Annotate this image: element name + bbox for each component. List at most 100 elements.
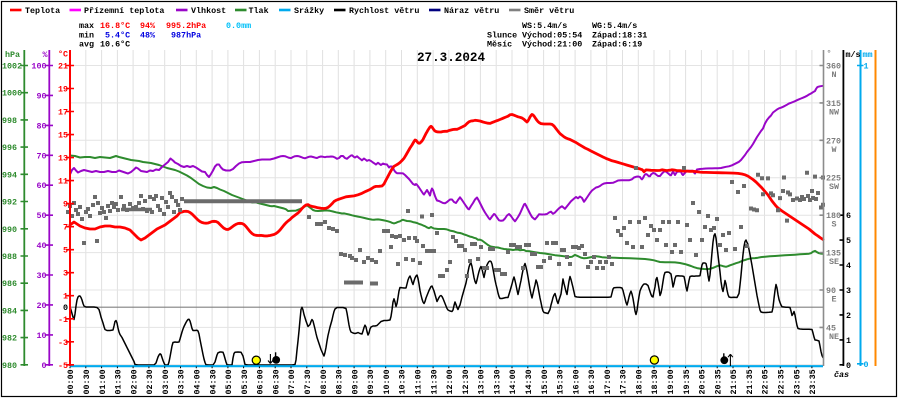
svg-text:23:35: 23:35 xyxy=(808,369,818,394)
svg-text:18:30: 18:30 xyxy=(650,369,660,394)
svg-text:5: 5 xyxy=(846,236,851,246)
svg-text:3: 3 xyxy=(846,286,851,296)
svg-text:°: ° xyxy=(827,49,832,59)
svg-text:Slunce: Slunce xyxy=(487,30,517,40)
svg-text:00:00: 00:00 xyxy=(66,369,76,394)
svg-text:225: 225 xyxy=(826,174,841,184)
svg-text:-1: -1 xyxy=(58,315,68,325)
svg-text:90: 90 xyxy=(826,286,836,296)
svg-text:17: 17 xyxy=(58,108,68,118)
svg-text:Teplota: Teplota xyxy=(25,6,60,16)
svg-text:07:30: 07:30 xyxy=(303,369,313,394)
svg-text:10:00: 10:00 xyxy=(382,369,392,394)
svg-text:09:30: 09:30 xyxy=(366,369,376,394)
svg-text:08:00: 08:00 xyxy=(319,369,329,394)
svg-text:15:00: 15:00 xyxy=(540,369,550,394)
svg-text:22:05: 22:05 xyxy=(761,369,771,394)
svg-text:Vlhkost: Vlhkost xyxy=(191,6,226,16)
svg-text:06:00: 06:00 xyxy=(256,369,266,394)
svg-text:WS:5.4m/s: WS:5.4m/s xyxy=(522,21,567,31)
svg-text:998: 998 xyxy=(2,116,17,126)
svg-text:13: 13 xyxy=(58,154,68,164)
svg-text:01:00: 01:00 xyxy=(98,369,108,394)
svg-text:mm: mm xyxy=(863,50,873,60)
svg-text:00:30: 00:30 xyxy=(82,369,92,394)
svg-text:14:30: 14:30 xyxy=(524,369,534,394)
svg-text:7: 7 xyxy=(63,223,68,233)
svg-text:m/s: m/s xyxy=(846,50,861,60)
svg-text:Srážky: Srážky xyxy=(294,6,324,16)
svg-text:23:05: 23:05 xyxy=(792,369,802,394)
svg-text:Západ:18:31: Západ:18:31 xyxy=(592,30,647,40)
svg-text:14:00: 14:00 xyxy=(508,369,518,394)
svg-text:03:00: 03:00 xyxy=(161,369,171,394)
svg-text:Východ:21:00: Východ:21:00 xyxy=(522,40,582,50)
svg-text:E: E xyxy=(831,295,836,305)
svg-text:05:00: 05:00 xyxy=(224,369,234,394)
svg-text:996: 996 xyxy=(2,143,17,153)
svg-text:21: 21 xyxy=(58,62,68,72)
svg-text:0: 0 xyxy=(41,361,46,371)
svg-text:100: 100 xyxy=(31,62,46,72)
svg-text:48%: 48% xyxy=(140,30,156,40)
svg-text:13:00: 13:00 xyxy=(477,369,487,394)
svg-text:02:30: 02:30 xyxy=(145,369,155,394)
svg-text:12:00: 12:00 xyxy=(445,369,455,394)
svg-text:SE: SE xyxy=(829,257,839,267)
svg-text:5.4°C: 5.4°C xyxy=(105,30,130,40)
svg-text:čas: čas xyxy=(834,370,849,380)
svg-text:07:00: 07:00 xyxy=(287,369,297,394)
svg-text:hPa: hPa xyxy=(5,50,20,60)
svg-text:15:30: 15:30 xyxy=(556,369,566,394)
svg-text:03:30: 03:30 xyxy=(177,369,187,394)
svg-text:Východ:05:54: Východ:05:54 xyxy=(522,30,582,40)
svg-text:21:35: 21:35 xyxy=(745,369,755,394)
svg-text:1: 1 xyxy=(846,336,851,346)
svg-text:02:00: 02:00 xyxy=(129,369,139,394)
svg-text:19: 19 xyxy=(58,85,68,95)
svg-text:17:30: 17:30 xyxy=(619,369,629,394)
svg-text:30: 30 xyxy=(36,271,46,281)
svg-text:avg: avg xyxy=(79,40,94,50)
svg-text:135: 135 xyxy=(826,249,841,259)
svg-text:13:30: 13:30 xyxy=(492,369,502,394)
svg-text:70: 70 xyxy=(36,151,46,161)
svg-text:988: 988 xyxy=(2,252,17,262)
svg-text:986: 986 xyxy=(2,279,17,289)
svg-text:16.8°C: 16.8°C xyxy=(100,21,130,31)
svg-text:05:30: 05:30 xyxy=(240,369,250,394)
svg-text:0: 0 xyxy=(864,360,869,370)
svg-text:04:30: 04:30 xyxy=(208,369,218,394)
svg-text:80: 80 xyxy=(36,121,46,131)
svg-text:20:05: 20:05 xyxy=(698,369,708,394)
svg-text:0: 0 xyxy=(63,303,68,313)
svg-text:90: 90 xyxy=(36,91,46,101)
svg-text:N: N xyxy=(831,70,836,80)
svg-text:19:00: 19:00 xyxy=(666,369,676,394)
svg-text:Západ:6:19: Západ:6:19 xyxy=(592,40,642,50)
svg-text:16:00: 16:00 xyxy=(571,369,581,394)
svg-text:1: 1 xyxy=(864,62,869,72)
svg-text:Směr větru: Směr větru xyxy=(524,6,574,16)
svg-text:10: 10 xyxy=(36,331,46,341)
svg-text:11: 11 xyxy=(58,177,68,187)
svg-text:max: max xyxy=(79,21,94,31)
svg-text:45: 45 xyxy=(826,323,836,333)
svg-text:-5: -5 xyxy=(58,361,68,371)
svg-text:995.2hPa: 995.2hPa xyxy=(166,21,206,31)
svg-text:360: 360 xyxy=(826,62,841,72)
svg-text:12:30: 12:30 xyxy=(461,369,471,394)
svg-text:40: 40 xyxy=(36,241,46,251)
svg-text:1000: 1000 xyxy=(2,89,22,99)
svg-text:4: 4 xyxy=(846,261,851,271)
svg-text:Náraz větru: Náraz větru xyxy=(444,6,499,16)
svg-text:3: 3 xyxy=(63,269,68,279)
svg-text:9: 9 xyxy=(63,200,68,210)
svg-text:NE: NE xyxy=(829,332,839,342)
svg-text:992: 992 xyxy=(2,198,17,208)
svg-text:NW: NW xyxy=(829,107,840,117)
svg-text:18:00: 18:00 xyxy=(635,369,645,394)
svg-text:982: 982 xyxy=(2,334,17,344)
svg-text:60: 60 xyxy=(36,181,46,191)
svg-text:180: 180 xyxy=(826,211,841,221)
